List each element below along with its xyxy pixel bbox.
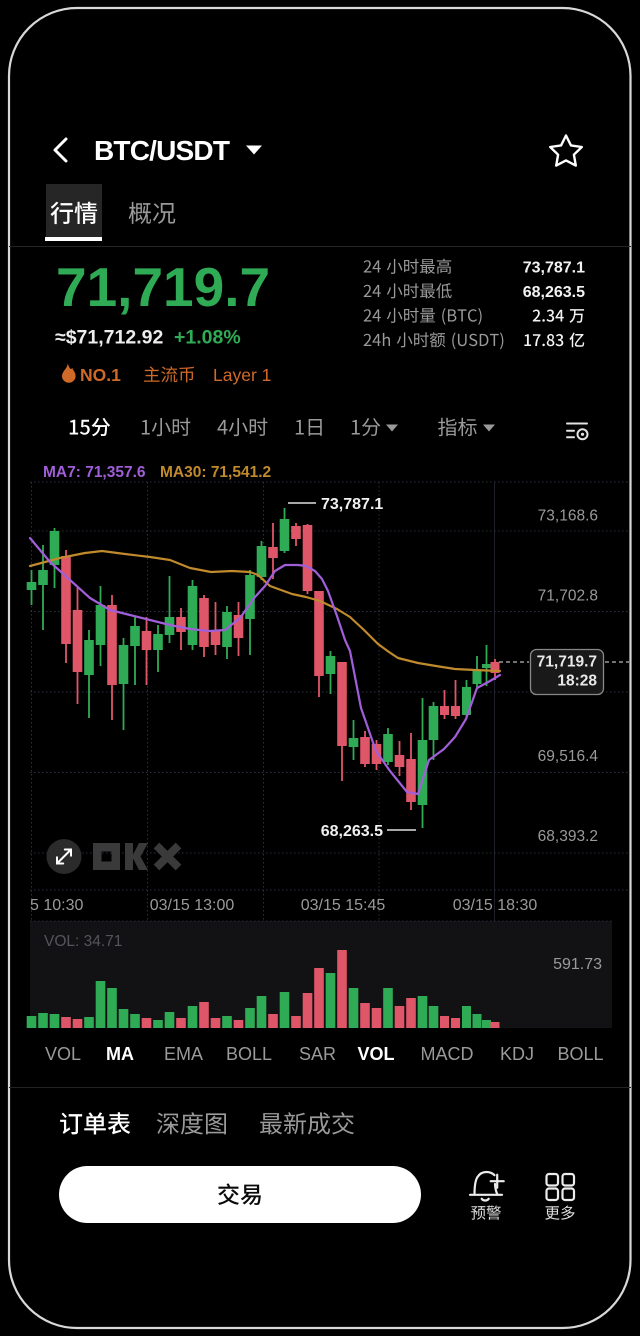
svg-text:71,702.8: 71,702.8 [538, 588, 598, 605]
svg-text:VOL: VOL [45, 1044, 81, 1064]
svg-text:Layer 1: Layer 1 [213, 365, 271, 385]
svg-text:VOL: 34.71: VOL: 34.71 [44, 933, 122, 950]
svg-text:BOLL: BOLL [226, 1044, 272, 1064]
svg-text:MACD: MACD [421, 1044, 474, 1064]
svg-text:68,263.5: 68,263.5 [523, 284, 585, 301]
svg-text:≈$71,712.92: ≈$71,712.92 [55, 327, 163, 349]
svg-text:73,168.6: 73,168.6 [538, 508, 598, 525]
svg-text:71,719.7: 71,719.7 [56, 256, 270, 318]
svg-text:69,516.4: 69,516.4 [538, 748, 599, 765]
svg-text:NO.1: NO.1 [80, 365, 121, 385]
svg-text:MA: MA [106, 1044, 134, 1064]
svg-text:68,393.2: 68,393.2 [538, 828, 598, 845]
svg-text:03/15 15:45: 03/15 15:45 [301, 897, 386, 914]
svg-text:18:28: 18:28 [557, 673, 597, 690]
svg-text:591.73: 591.73 [553, 956, 602, 973]
svg-text:71,719.7: 71,719.7 [537, 654, 597, 671]
svg-text:73,787.1: 73,787.1 [321, 496, 383, 513]
svg-text:BTC/USDT: BTC/USDT [94, 135, 230, 166]
svg-text:MA7: 71,357.6: MA7: 71,357.6 [43, 464, 146, 481]
svg-text:EMA: EMA [164, 1044, 203, 1064]
svg-text:5 10:30: 5 10:30 [30, 897, 83, 914]
svg-text:KDJ: KDJ [500, 1044, 534, 1064]
svg-text:+1.08%: +1.08% [174, 327, 241, 349]
svg-text:SAR: SAR [299, 1044, 336, 1064]
svg-text:03/15 13:00: 03/15 13:00 [150, 897, 235, 914]
svg-text:03/15 18:30: 03/15 18:30 [453, 897, 538, 914]
svg-text:BOLL: BOLL [557, 1044, 603, 1064]
svg-text:68,263.5: 68,263.5 [321, 823, 383, 840]
svg-text:VOL: VOL [357, 1044, 394, 1064]
svg-text:73,787.1: 73,787.1 [523, 260, 585, 277]
svg-text:MA30: 71,541.2: MA30: 71,541.2 [160, 464, 271, 481]
